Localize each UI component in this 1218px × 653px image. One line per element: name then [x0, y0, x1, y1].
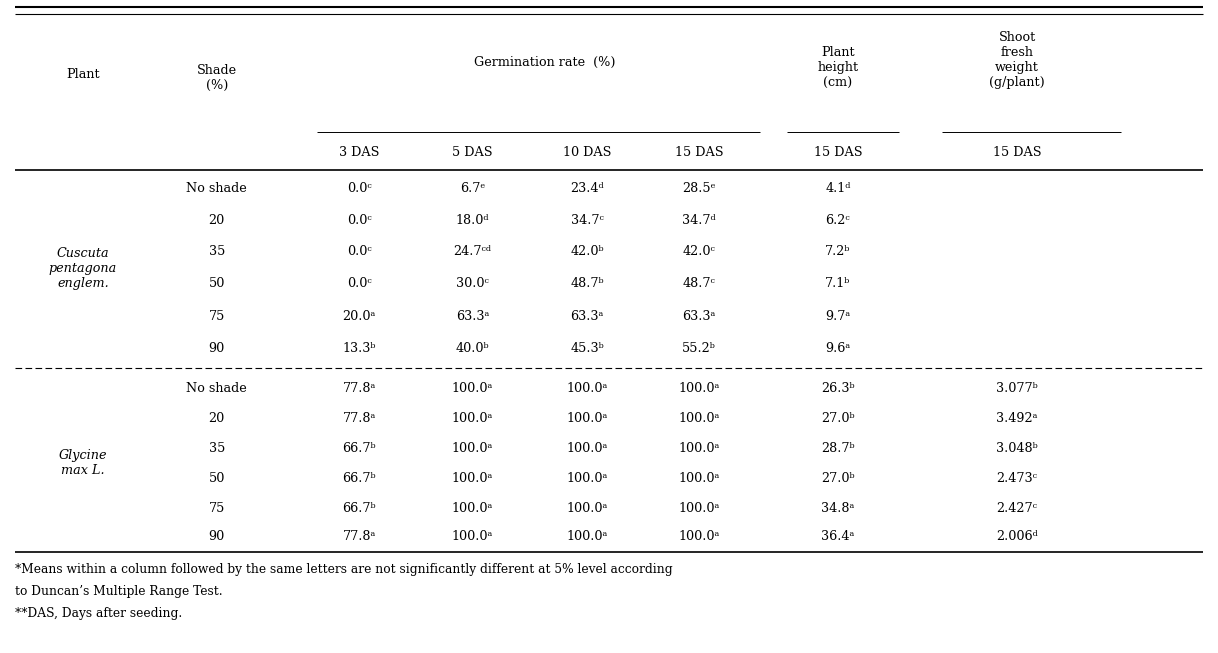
- Text: 3 DAS: 3 DAS: [339, 146, 380, 159]
- Text: 100.0ᵃ: 100.0ᵃ: [452, 441, 493, 454]
- Text: 27.0ᵇ: 27.0ᵇ: [821, 471, 855, 485]
- Text: 18.0ᵈ: 18.0ᵈ: [456, 214, 490, 227]
- Text: 4.1ᵈ: 4.1ᵈ: [826, 182, 850, 195]
- Text: 100.0ᵃ: 100.0ᵃ: [566, 502, 608, 515]
- Text: 55.2ᵇ: 55.2ᵇ: [682, 342, 716, 355]
- Text: 100.0ᵃ: 100.0ᵃ: [566, 530, 608, 543]
- Text: 7.2ᵇ: 7.2ᵇ: [826, 246, 850, 259]
- Text: 77.8ᵃ: 77.8ᵃ: [342, 381, 376, 394]
- Text: 66.7ᵇ: 66.7ᵇ: [342, 502, 376, 515]
- Text: 0.0ᶜ: 0.0ᶜ: [347, 182, 371, 195]
- Text: 9.6ᵃ: 9.6ᵃ: [826, 342, 850, 355]
- Text: 13.3ᵇ: 13.3ᵇ: [342, 342, 376, 355]
- Text: 6.2ᶜ: 6.2ᶜ: [826, 214, 850, 227]
- Text: 6.7ᵉ: 6.7ᵉ: [460, 182, 485, 195]
- Text: 100.0ᵃ: 100.0ᵃ: [678, 502, 720, 515]
- Text: to Duncan’s Multiple Range Test.: to Duncan’s Multiple Range Test.: [15, 585, 222, 598]
- Text: 63.3ᵃ: 63.3ᵃ: [456, 310, 490, 323]
- Text: 0.0ᶜ: 0.0ᶜ: [347, 246, 371, 259]
- Text: 100.0ᵃ: 100.0ᵃ: [452, 502, 493, 515]
- Text: 3.077ᵇ: 3.077ᵇ: [996, 381, 1038, 394]
- Text: 50: 50: [208, 471, 225, 485]
- Text: 66.7ᵇ: 66.7ᵇ: [342, 471, 376, 485]
- Text: 100.0ᵃ: 100.0ᵃ: [452, 530, 493, 543]
- Text: 90: 90: [208, 530, 225, 543]
- Text: 63.3ᵃ: 63.3ᵃ: [570, 310, 604, 323]
- Text: 34.7ᶜ: 34.7ᶜ: [571, 214, 603, 227]
- Text: 100.0ᵃ: 100.0ᵃ: [452, 471, 493, 485]
- Text: 0.0ᶜ: 0.0ᶜ: [347, 278, 371, 291]
- Text: 2.006ᵈ: 2.006ᵈ: [996, 530, 1038, 543]
- Text: 30.0ᶜ: 30.0ᶜ: [457, 278, 488, 291]
- Text: Shoot
fresh
weight
(g/plant): Shoot fresh weight (g/plant): [989, 31, 1045, 89]
- Text: 100.0ᵃ: 100.0ᵃ: [678, 441, 720, 454]
- Text: 15 DAS: 15 DAS: [993, 146, 1041, 159]
- Text: 48.7ᶜ: 48.7ᶜ: [683, 278, 715, 291]
- Text: 20: 20: [208, 411, 225, 424]
- Text: 9.7ᵃ: 9.7ᵃ: [826, 310, 850, 323]
- Text: 42.0ᶜ: 42.0ᶜ: [683, 246, 715, 259]
- Text: 15 DAS: 15 DAS: [814, 146, 862, 159]
- Text: 63.3ᵃ: 63.3ᵃ: [682, 310, 716, 323]
- Text: 100.0ᵃ: 100.0ᵃ: [678, 471, 720, 485]
- Text: Glycine
max L.: Glycine max L.: [58, 449, 107, 477]
- Text: 20: 20: [208, 214, 225, 227]
- Text: 100.0ᵃ: 100.0ᵃ: [452, 411, 493, 424]
- Text: 77.8ᵃ: 77.8ᵃ: [342, 530, 376, 543]
- Text: 77.8ᵃ: 77.8ᵃ: [342, 411, 376, 424]
- Text: 2.473ᶜ: 2.473ᶜ: [996, 471, 1038, 485]
- Text: 35: 35: [208, 441, 225, 454]
- Text: 10 DAS: 10 DAS: [563, 146, 611, 159]
- Text: 40.0ᵇ: 40.0ᵇ: [456, 342, 490, 355]
- Text: 100.0ᵃ: 100.0ᵃ: [566, 411, 608, 424]
- Text: 48.7ᵇ: 48.7ᵇ: [570, 278, 604, 291]
- Text: 3.048ᵇ: 3.048ᵇ: [996, 441, 1038, 454]
- Text: **DAS, Days after seeding.: **DAS, Days after seeding.: [15, 607, 181, 620]
- Text: Cuscuta
pentagona
englem.: Cuscuta pentagona englem.: [49, 246, 117, 289]
- Text: 75: 75: [208, 310, 225, 323]
- Text: 26.3ᵇ: 26.3ᵇ: [821, 381, 855, 394]
- Text: 34.7ᵈ: 34.7ᵈ: [682, 214, 716, 227]
- Text: Shade
(%): Shade (%): [197, 64, 236, 92]
- Text: 100.0ᵃ: 100.0ᵃ: [678, 530, 720, 543]
- Text: 50: 50: [208, 278, 225, 291]
- Text: 23.4ᵈ: 23.4ᵈ: [570, 182, 604, 195]
- Text: No shade: No shade: [186, 381, 247, 394]
- Text: 45.3ᵇ: 45.3ᵇ: [570, 342, 604, 355]
- Text: 20.0ᵃ: 20.0ᵃ: [342, 310, 376, 323]
- Text: 66.7ᵇ: 66.7ᵇ: [342, 441, 376, 454]
- Text: 36.4ᵃ: 36.4ᵃ: [821, 530, 855, 543]
- Text: 28.7ᵇ: 28.7ᵇ: [821, 441, 855, 454]
- Text: 100.0ᵃ: 100.0ᵃ: [452, 381, 493, 394]
- Text: 3.492ᵃ: 3.492ᵃ: [996, 411, 1038, 424]
- Text: 27.0ᵇ: 27.0ᵇ: [821, 411, 855, 424]
- Text: 90: 90: [208, 342, 225, 355]
- Text: 28.5ᵉ: 28.5ᵉ: [682, 182, 716, 195]
- Text: Germination rate  (%): Germination rate (%): [474, 56, 615, 69]
- Text: 34.8ᵃ: 34.8ᵃ: [821, 502, 855, 515]
- Text: 5 DAS: 5 DAS: [452, 146, 493, 159]
- Text: 2.427ᶜ: 2.427ᶜ: [996, 502, 1038, 515]
- Text: 100.0ᵃ: 100.0ᵃ: [566, 471, 608, 485]
- Text: 100.0ᵃ: 100.0ᵃ: [678, 381, 720, 394]
- Text: 35: 35: [208, 246, 225, 259]
- Text: 24.7ᶜᵈ: 24.7ᶜᵈ: [453, 246, 492, 259]
- Text: *Means within a column followed by the same letters are not significantly differ: *Means within a column followed by the s…: [15, 563, 672, 576]
- Text: Plant: Plant: [66, 69, 100, 82]
- Text: 0.0ᶜ: 0.0ᶜ: [347, 214, 371, 227]
- Text: 42.0ᵇ: 42.0ᵇ: [570, 246, 604, 259]
- Text: 15 DAS: 15 DAS: [675, 146, 723, 159]
- Text: 7.1ᵇ: 7.1ᵇ: [826, 278, 850, 291]
- Text: 100.0ᵃ: 100.0ᵃ: [566, 381, 608, 394]
- Text: 100.0ᵃ: 100.0ᵃ: [566, 441, 608, 454]
- Text: No shade: No shade: [186, 182, 247, 195]
- Text: Plant
height
(cm): Plant height (cm): [817, 46, 859, 89]
- Text: 75: 75: [208, 502, 225, 515]
- Text: 100.0ᵃ: 100.0ᵃ: [678, 411, 720, 424]
